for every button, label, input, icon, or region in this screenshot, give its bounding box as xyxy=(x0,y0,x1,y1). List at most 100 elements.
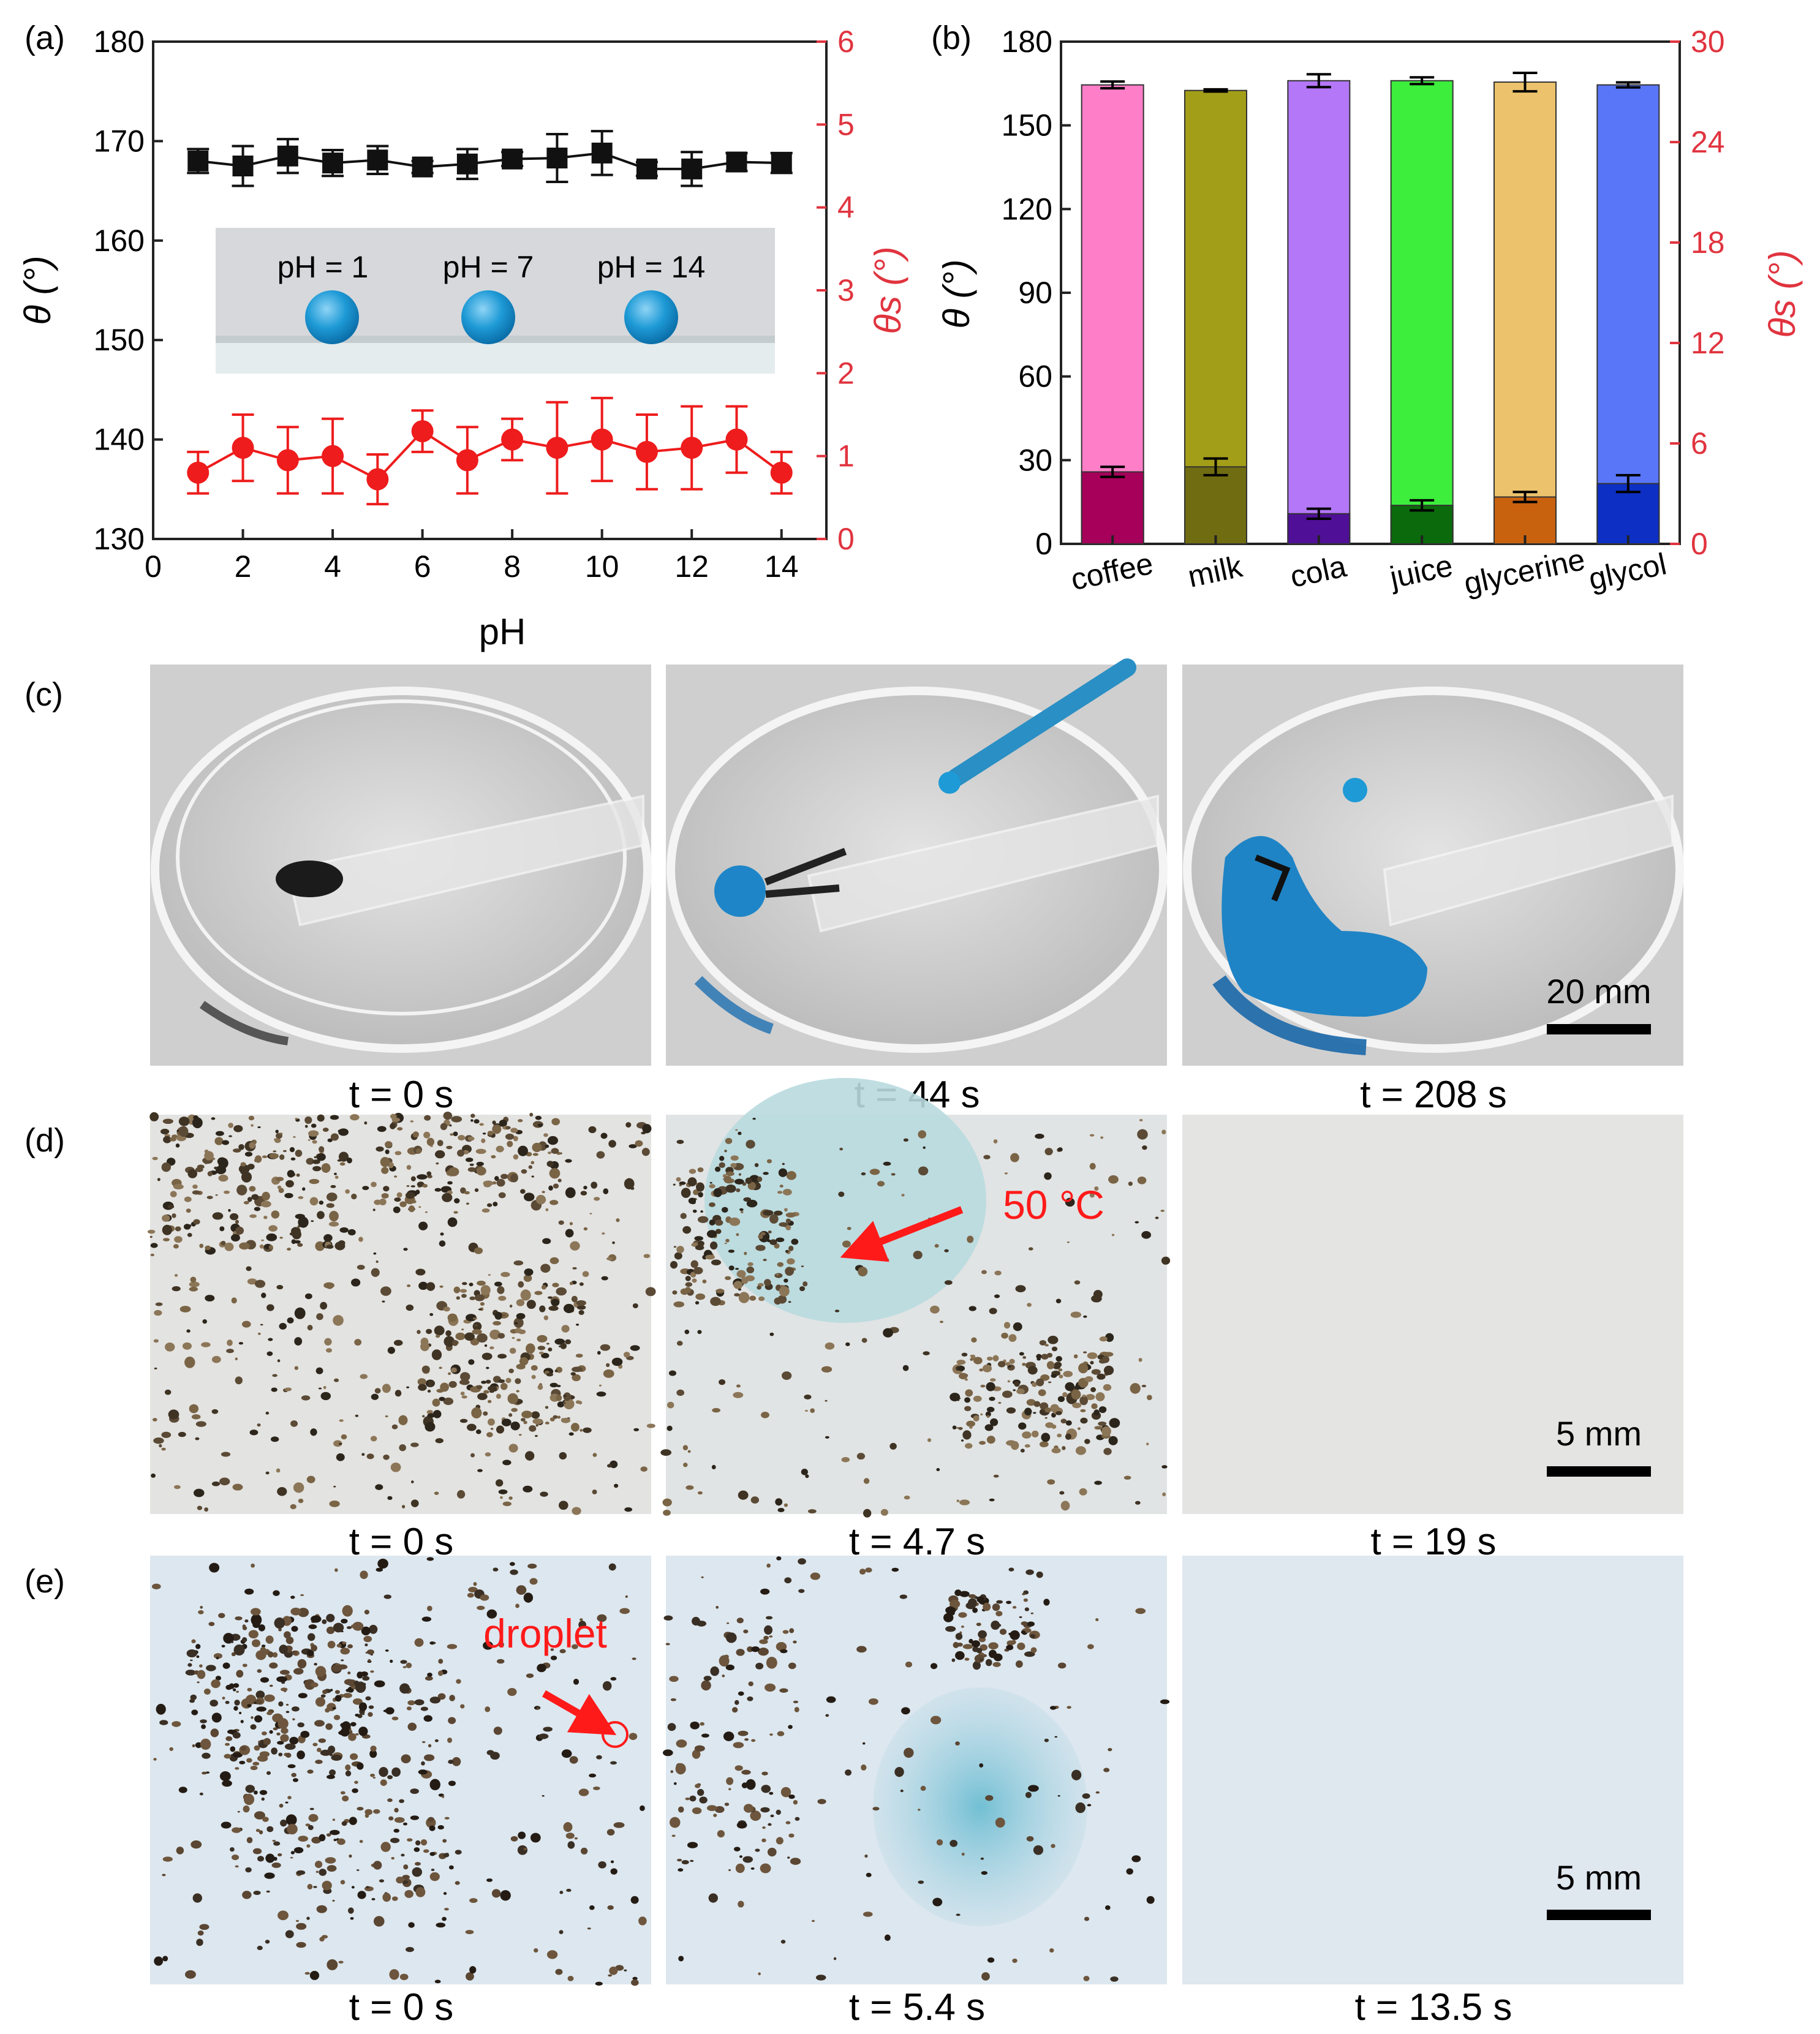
debris-particle xyxy=(955,1633,963,1640)
debris-particle xyxy=(200,1719,207,1723)
debris-particle xyxy=(279,1804,284,1808)
debris-particle xyxy=(402,1666,407,1668)
debris-particle xyxy=(261,1292,266,1298)
debris-particle xyxy=(534,1948,538,1953)
debris-particle xyxy=(610,1860,614,1864)
debris-particle xyxy=(1010,1153,1019,1162)
debris-particle xyxy=(448,1717,456,1724)
debris-particle xyxy=(429,1872,440,1881)
debris-particle xyxy=(314,1861,323,1869)
debris-particle xyxy=(211,1355,221,1363)
debris-particle xyxy=(290,1227,301,1235)
debris-particle xyxy=(374,1388,381,1394)
debris-particle xyxy=(415,1148,421,1154)
debris-particle xyxy=(580,1847,588,1855)
data-point-a xyxy=(546,148,568,169)
debris-particle xyxy=(994,1270,1002,1276)
debris-particle xyxy=(810,1572,821,1580)
debris-particle xyxy=(930,1716,942,1725)
debris-particle xyxy=(979,1368,983,1372)
debris-particle xyxy=(804,1410,809,1412)
blue-blob xyxy=(714,865,766,917)
debris-particle xyxy=(784,1278,788,1283)
debris-particle xyxy=(565,1187,576,1199)
debris-particle xyxy=(266,1890,270,1893)
debris-particle xyxy=(371,1393,379,1400)
data-point-a xyxy=(411,420,434,443)
debris-particle xyxy=(333,1485,336,1488)
debris-particle xyxy=(549,1417,555,1422)
debris-particle xyxy=(327,1959,338,1970)
debris-particle xyxy=(961,1352,968,1357)
debris-particle xyxy=(202,1771,207,1775)
debris-particle xyxy=(1044,1417,1048,1419)
debris-particle xyxy=(320,1749,331,1756)
debris-particle xyxy=(845,1769,852,1776)
caption-e1: t = 0 s xyxy=(349,1986,454,2028)
debris-particle xyxy=(698,1192,703,1198)
debris-particle xyxy=(191,1414,201,1420)
debris-particle xyxy=(265,1940,270,1944)
debris-particle xyxy=(340,1728,350,1737)
debris-particle xyxy=(294,1366,299,1370)
debris-particle xyxy=(401,1853,405,1857)
debris-particle xyxy=(451,1339,458,1346)
debris-particle xyxy=(319,1146,325,1153)
debris-particle xyxy=(347,1644,353,1649)
data-point-a xyxy=(502,148,523,170)
debris-particle xyxy=(172,1721,181,1727)
debris-particle xyxy=(357,1762,364,1770)
debris-particle xyxy=(682,1445,689,1450)
debris-particle xyxy=(973,1395,982,1402)
debris-particle xyxy=(242,1663,247,1667)
debris-particle xyxy=(300,1730,310,1738)
debris-particle xyxy=(1094,1480,1102,1485)
data-point-a xyxy=(636,158,657,179)
y-left-tick-label-b: 90 xyxy=(1018,276,1052,310)
debris-particle xyxy=(1070,1311,1082,1318)
debris-particle xyxy=(272,1839,276,1842)
debris-particle xyxy=(583,1227,588,1231)
debris-particle xyxy=(1079,1396,1088,1406)
debris-particle xyxy=(778,1168,788,1177)
debris-particle xyxy=(354,1339,362,1346)
debris-particle xyxy=(266,1233,278,1241)
debris-particle xyxy=(769,1239,777,1245)
debris-particle xyxy=(952,1425,957,1429)
debris-particle xyxy=(420,1342,429,1352)
debris-particle xyxy=(795,1817,800,1821)
y-right-tick-label-a: 5 xyxy=(837,107,855,141)
debris-particle xyxy=(359,1840,363,1844)
debris-particle xyxy=(210,1700,218,1707)
debris-particle xyxy=(956,1913,961,1916)
debris-particle xyxy=(990,1418,999,1426)
y-right-tick-label-a: 3 xyxy=(837,273,855,307)
debris-particle xyxy=(190,1694,197,1700)
y-right-tick-label-a: 2 xyxy=(837,356,855,390)
debris-particle xyxy=(507,1687,517,1697)
debris-particle xyxy=(439,1240,446,1247)
debris-particle xyxy=(191,1840,202,1849)
debris-particle xyxy=(541,1284,546,1290)
debris-particle xyxy=(320,1392,331,1401)
debris-particle xyxy=(550,1655,557,1660)
debris-particle xyxy=(1080,1417,1088,1424)
debris-particle xyxy=(358,1727,368,1736)
debris-particle xyxy=(244,1151,253,1157)
debris-particle xyxy=(466,1423,477,1431)
debris-particle xyxy=(777,1191,783,1194)
debris-particle xyxy=(300,1594,304,1596)
debris-particle xyxy=(245,1785,255,1793)
debris-particle xyxy=(284,1192,293,1199)
debris-particle xyxy=(515,1378,521,1384)
debris-particle xyxy=(695,1293,706,1300)
debris-particle xyxy=(399,1799,404,1803)
debris-particle xyxy=(976,1622,981,1626)
debris-particle xyxy=(869,1169,880,1175)
debris-particle xyxy=(535,1115,542,1120)
debris-particle xyxy=(478,1308,483,1311)
debris-particle xyxy=(709,1181,712,1184)
debris-particle xyxy=(523,1420,527,1425)
debris-particle xyxy=(701,1576,704,1578)
debris-particle xyxy=(406,1386,410,1388)
